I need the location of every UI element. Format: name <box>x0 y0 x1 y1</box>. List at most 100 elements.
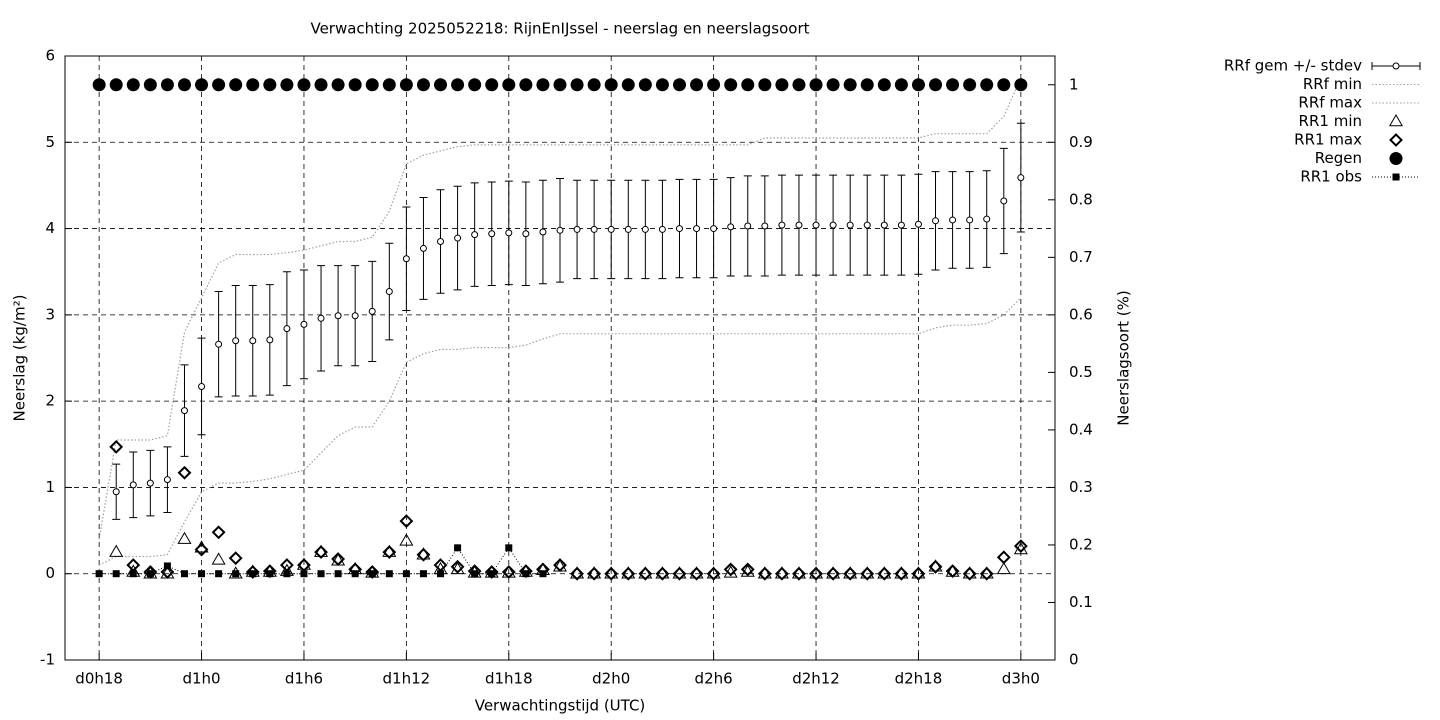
triangle-point <box>996 561 1011 575</box>
diamond-point <box>228 551 243 566</box>
square-point <box>163 562 171 570</box>
dot-point <box>946 78 960 92</box>
dot-point <box>382 78 396 92</box>
mean-point <box>846 221 854 229</box>
square-point <box>522 570 530 578</box>
square-point <box>402 570 410 578</box>
square-point <box>539 570 547 578</box>
mean-point <box>488 230 496 238</box>
mean-point <box>385 288 393 296</box>
mean-point <box>317 314 325 322</box>
dot-point <box>246 78 260 92</box>
mean-point <box>266 336 274 344</box>
square-point <box>249 570 257 578</box>
mean-point <box>402 255 410 263</box>
diamond-point <box>706 566 721 581</box>
diamond-point <box>979 566 994 581</box>
legend-sample <box>1392 62 1400 70</box>
dot-point <box>536 78 550 92</box>
x-tick-label: d2h12 <box>792 670 840 688</box>
y2-tick-label: 0.9 <box>1069 133 1093 151</box>
mean-point <box>163 476 171 484</box>
square-point <box>95 570 103 578</box>
dot-point <box>997 78 1011 92</box>
chart-title: Verwachting 2025052218: RijnEnIJssel - n… <box>310 20 809 38</box>
mean-point <box>556 226 564 234</box>
square-point <box>385 570 393 578</box>
dot-point <box>553 78 567 92</box>
dot-point <box>724 78 738 92</box>
dot-point <box>485 78 499 92</box>
dot-point <box>502 78 516 92</box>
dot-point <box>638 78 652 92</box>
dot-point <box>348 78 362 92</box>
dot-point <box>195 78 209 92</box>
triangle-point <box>211 552 226 565</box>
dot-point <box>655 78 669 92</box>
mean-point <box>863 221 871 229</box>
mean-point <box>778 221 786 229</box>
mean-point <box>522 230 530 238</box>
dot-point <box>707 78 721 92</box>
diamond-point <box>553 558 567 573</box>
x-tick-label: d1h6 <box>285 670 323 688</box>
y2-tick-label: 0.5 <box>1069 363 1093 381</box>
legend-label: RR1 max <box>1294 131 1362 149</box>
legend-label: RRf gem +/- stdev <box>1224 57 1362 75</box>
diamond-point <box>604 566 619 581</box>
x-tick-label: d3h0 <box>1002 670 1040 688</box>
dot-point <box>758 78 772 92</box>
mean-point <box>334 312 342 320</box>
dot-point <box>468 78 482 92</box>
dot-point <box>894 78 908 92</box>
mean-point <box>129 481 137 489</box>
square-point <box>146 570 154 578</box>
x-tick-label: d1h12 <box>383 670 431 688</box>
dot-point <box>604 78 618 92</box>
diamond-point <box>638 566 653 581</box>
square-point <box>334 570 342 578</box>
diamond-point <box>211 525 226 540</box>
diamond-point <box>570 566 584 581</box>
y2-tick-label: 0.8 <box>1069 190 1093 208</box>
dot-point <box>980 78 994 92</box>
x-tick-label: d2h0 <box>592 670 630 688</box>
square-point <box>471 570 479 578</box>
mean-point <box>966 216 974 224</box>
square-point <box>317 570 325 578</box>
x-axis-label: Verwachtingstijd (UTC) <box>475 697 646 715</box>
square-point <box>180 570 188 578</box>
mean-point <box>983 215 991 223</box>
y2-tick-label: 0.3 <box>1069 478 1093 496</box>
dot-point <box>451 78 465 92</box>
mean-point <box>573 225 581 233</box>
mean-point <box>932 217 940 225</box>
diamond-point <box>655 566 670 581</box>
dot-point <box>963 78 977 92</box>
mean-point <box>146 479 154 487</box>
mean-point <box>249 337 257 345</box>
diamond-point <box>621 566 636 581</box>
mean-point <box>897 221 905 229</box>
y-tick-label: 6 <box>45 47 55 65</box>
y-tick-label: 0 <box>45 564 55 582</box>
mean-point <box>180 407 188 415</box>
diamond-point <box>689 566 704 581</box>
x-tick-label: d0h18 <box>75 670 123 688</box>
mean-point <box>949 216 957 224</box>
dot-point <box>143 78 157 92</box>
dot-point <box>92 78 106 92</box>
legend-label: RR1 min <box>1299 112 1362 130</box>
dot-point <box>314 78 328 92</box>
mean-point <box>795 221 803 229</box>
mean-point <box>471 231 479 239</box>
mean-point <box>624 225 632 233</box>
mean-point <box>198 382 206 390</box>
dot-point <box>570 78 584 92</box>
y-axis-label: Neerslag (kg/m²) <box>11 295 29 422</box>
legend-label: RR1 obs <box>1300 168 1362 186</box>
mean-point <box>454 234 462 242</box>
dot-point <box>809 78 823 92</box>
triangle-point <box>177 531 192 544</box>
mean-point <box>641 225 649 233</box>
